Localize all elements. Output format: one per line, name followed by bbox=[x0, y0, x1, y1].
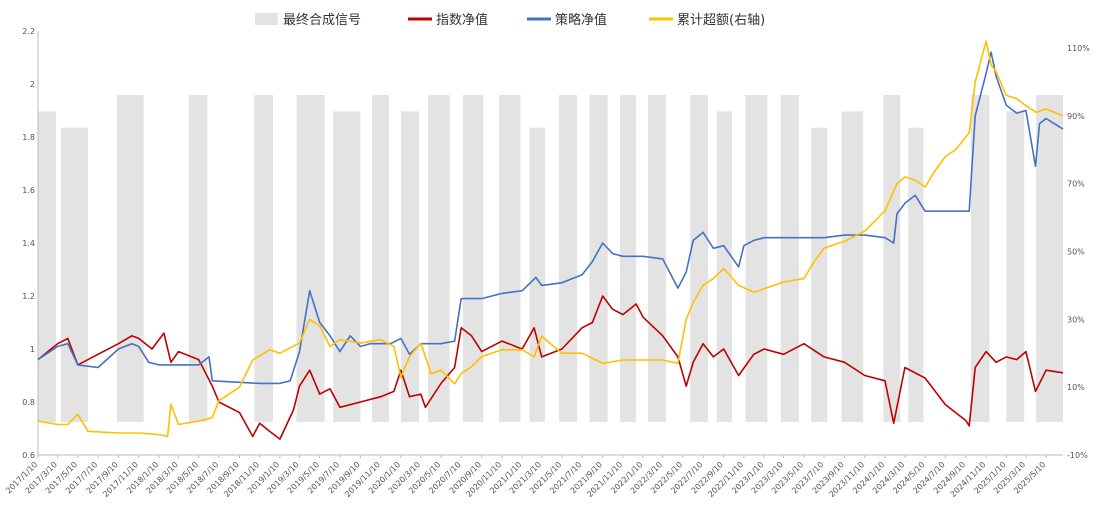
signal-block-19 bbox=[745, 95, 768, 422]
y-left-tick-label: 1 bbox=[30, 345, 35, 354]
y-right-tick-label: 70% bbox=[1067, 180, 1085, 189]
legend-label-index: 指数净值 bbox=[436, 12, 488, 28]
signal-block-6 bbox=[333, 111, 361, 422]
signal-block-15 bbox=[619, 95, 637, 422]
signal-block-9 bbox=[428, 95, 450, 422]
signal-block-1 bbox=[60, 127, 89, 422]
y-right-tick-label: -10% bbox=[1067, 451, 1088, 460]
signal-block-21 bbox=[811, 127, 828, 422]
signal-block-18 bbox=[716, 111, 732, 422]
signal-block-3 bbox=[188, 95, 208, 422]
y-left-tick-label: 0.8 bbox=[22, 398, 35, 407]
series-line-1 bbox=[37, 51, 1064, 385]
signal-block-12 bbox=[529, 127, 546, 422]
signal-block-10 bbox=[462, 95, 484, 422]
signal-block-14 bbox=[589, 95, 608, 422]
signal-block-24 bbox=[908, 127, 924, 422]
legend-label-signal: 最终合成信号 bbox=[283, 12, 361, 28]
legend-label-strategy: 策略净值 bbox=[555, 12, 607, 28]
legend-swatch-signal bbox=[255, 13, 278, 25]
y-right-tick-label: 90% bbox=[1067, 112, 1085, 121]
signal-block-0 bbox=[38, 111, 56, 422]
signal-block-4 bbox=[254, 95, 273, 422]
legend-label-excess: 累计超额(右轴) bbox=[677, 13, 765, 28]
signal-block-23 bbox=[883, 95, 901, 422]
series-line-0 bbox=[37, 295, 1064, 440]
series-lines-layer bbox=[37, 40, 1064, 440]
y-left-tick-label: 1.4 bbox=[22, 239, 35, 248]
signal-block-13 bbox=[558, 95, 578, 422]
signal-block-26 bbox=[1006, 111, 1025, 422]
signal-block-11 bbox=[498, 95, 521, 422]
legend: 最终合成信号 指数净值 策略净值 累计超额(右轴) bbox=[255, 12, 765, 28]
y-left-tick-label: 0.6 bbox=[22, 451, 35, 460]
signal-block-5 bbox=[296, 95, 325, 422]
signal-block-2 bbox=[116, 95, 144, 422]
signal-area-layer bbox=[38, 95, 1063, 422]
y-left-tick-label: 2.2 bbox=[22, 27, 35, 36]
y-right-tick-label: 50% bbox=[1067, 247, 1085, 256]
signal-block-27 bbox=[1036, 95, 1063, 422]
y-left-tick-label: 1.8 bbox=[22, 133, 35, 142]
signal-block-25 bbox=[970, 95, 990, 422]
y-right-tick-label: 110% bbox=[1067, 44, 1090, 53]
signal-block-17 bbox=[690, 95, 709, 422]
y-left-tick-label: 1.6 bbox=[22, 186, 35, 195]
series-line-2 bbox=[37, 40, 1064, 438]
y-right-tick-label: 30% bbox=[1067, 315, 1085, 324]
y-right-tick-label: 10% bbox=[1067, 383, 1085, 392]
y-left-tick-label: 2 bbox=[30, 80, 35, 89]
axes-layer: 0.6 0.8 1 1.2 1.4 1.6 1.8 2 2.2 -10% 10% 30% 50% 70% 9… bbox=[4, 27, 1090, 499]
y-left-tick-label: 1.2 bbox=[22, 292, 35, 301]
signal-block-22 bbox=[841, 111, 864, 422]
signal-block-20 bbox=[780, 95, 799, 422]
signal-block-8 bbox=[400, 111, 420, 422]
signal-block-7 bbox=[372, 95, 389, 422]
